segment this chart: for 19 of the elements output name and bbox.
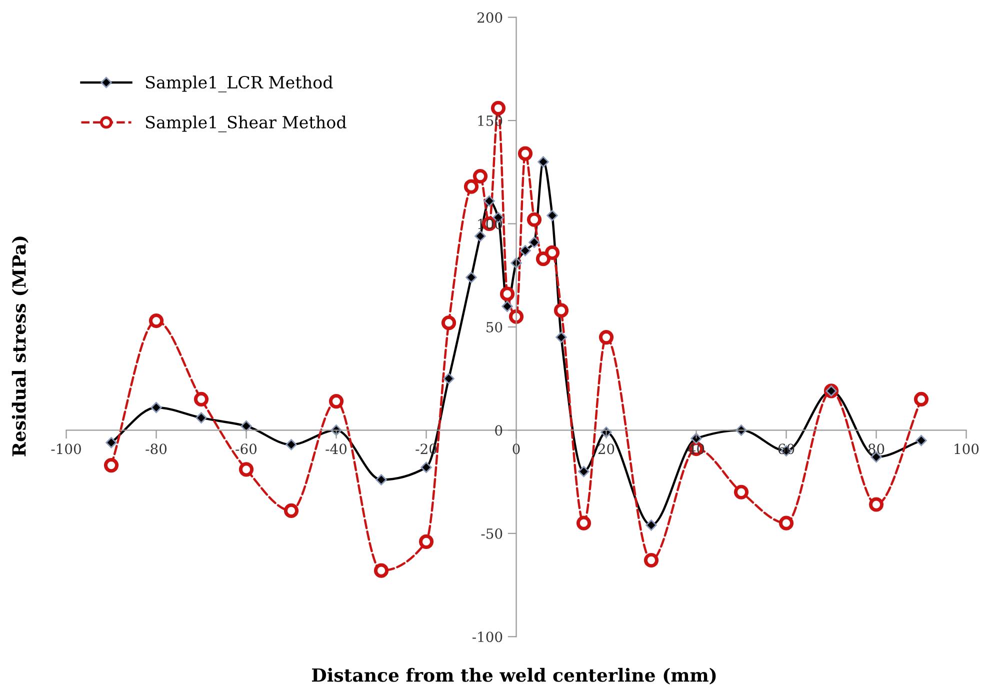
y-tick-label: -50	[481, 528, 502, 539]
x-axis-title: Distance from the weld centerline (mm)	[312, 668, 716, 684]
y-tick-label: -100	[472, 632, 502, 642]
x-tick-label: 40	[688, 444, 704, 454]
y-tick-label: 200	[477, 12, 502, 23]
legend-label: Sample1_Shear Method	[146, 116, 346, 132]
x-tick-label: 20	[598, 444, 614, 454]
x-tick-label: 80	[868, 444, 884, 454]
x-tick-label: 0	[512, 444, 520, 454]
y-tick-label: 0	[495, 425, 502, 436]
x-tick-label: -80	[146, 444, 167, 454]
y-axis-title: Residual stress (MPa)	[12, 236, 28, 456]
x-tick-label: 60	[778, 444, 794, 454]
x-tick-label: -100	[51, 444, 81, 454]
y-tick-label: 50	[486, 322, 502, 332]
x-tick-label: -60	[236, 444, 257, 454]
legend-label: Sample1_LCR Method	[146, 76, 333, 92]
x-tick-label: -40	[326, 444, 347, 454]
x-tick-label: 100	[954, 444, 979, 454]
